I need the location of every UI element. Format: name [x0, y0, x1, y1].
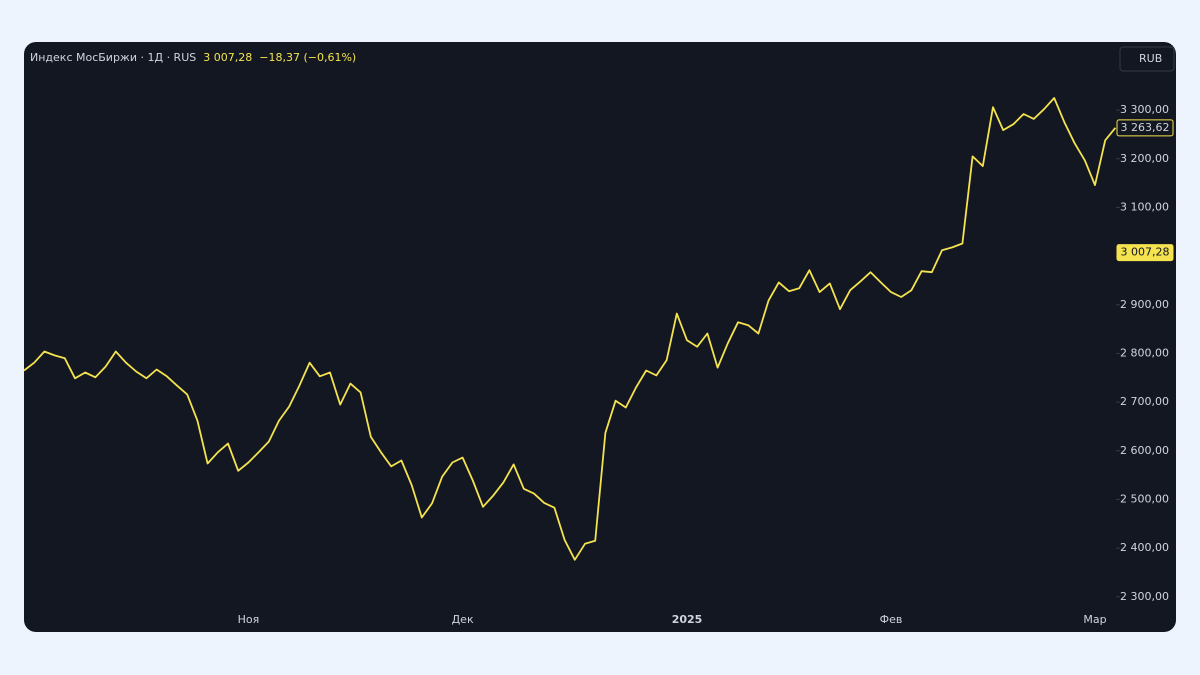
y-tick-label: 2 300,00	[1120, 590, 1169, 603]
header-price: 3 007,28	[203, 51, 252, 64]
y-tick-label: 3 200,00	[1120, 152, 1169, 165]
y-tick-label: 2 500,00	[1120, 492, 1169, 505]
y-tick-label: 3 100,00	[1120, 200, 1169, 213]
price-marker	[1116, 244, 1174, 262]
y-tick-label: 2 600,00	[1120, 444, 1169, 457]
x-tick-label: Дек	[452, 613, 474, 626]
y-tick-label: 2 400,00	[1120, 541, 1169, 554]
plot	[24, 97, 1116, 561]
header-change: −18,37 (−0,61%)	[259, 51, 356, 64]
y-tick-label: 2 800,00	[1120, 346, 1169, 359]
y-tick-label: 2 900,00	[1120, 298, 1169, 311]
chart-header: Индекс МосБиржи · 1Д · RUS 3 007,28 −18,37…	[30, 51, 356, 64]
price-marker-label: 3 007,28	[1121, 246, 1170, 259]
price-marker-label: 3 263,62	[1121, 121, 1170, 134]
currency-badge[interactable]	[1119, 46, 1175, 72]
x-tick-label: Фев	[880, 613, 903, 626]
chart-card	[24, 42, 1176, 632]
currency-label: RUB	[1139, 52, 1162, 65]
chart-title: Индекс МосБиржи · 1Д · RUS	[30, 51, 196, 64]
y-tick-label: 2 700,00	[1120, 395, 1169, 408]
price-marker	[1116, 119, 1174, 137]
x-tick-label: Мар	[1083, 613, 1106, 626]
y-tick-label: 3 300,00	[1120, 103, 1169, 116]
x-tick-label: Ноя	[238, 613, 260, 626]
x-tick-label: 2025	[672, 613, 703, 626]
price-line	[24, 97, 1116, 561]
